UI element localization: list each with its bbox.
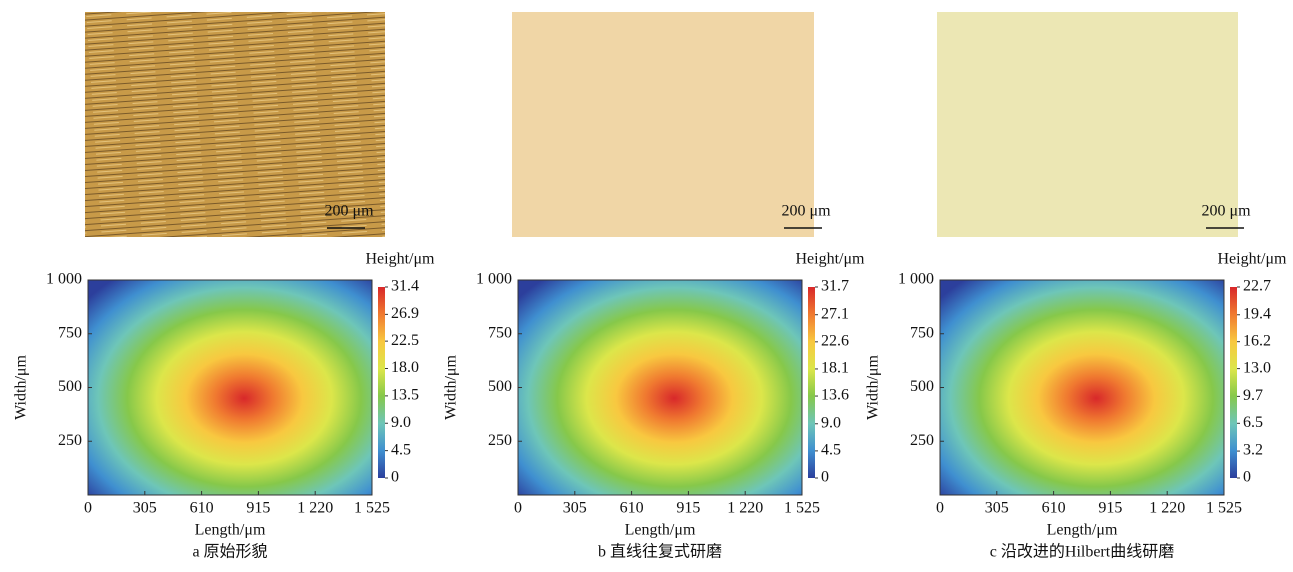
y-axis-label: Width/μm: [443, 355, 460, 420]
colorbar-label: Height/μm: [795, 251, 865, 268]
caption: b 直线往复式研磨: [598, 543, 722, 561]
colorbar-tick-label: 16.2: [1243, 332, 1271, 349]
y-tick-label: 500: [488, 378, 512, 395]
y-tick-label: 250: [488, 432, 512, 449]
y-tick-label: 750: [488, 324, 512, 341]
scale-bar-label: 200 μm: [324, 203, 374, 220]
colorbar-tick-label: 4.5: [821, 442, 841, 459]
x-tick-label: 915: [1098, 500, 1122, 517]
x-tick-label: 915: [246, 500, 270, 517]
x-tick-label: 1 525: [784, 500, 820, 517]
y-tick-label: 1 000: [46, 271, 82, 288]
colorbar-tick-label: 31.4: [391, 278, 419, 295]
x-tick-label: 305: [563, 500, 587, 517]
colorbar-tick-label: 6.5: [1243, 414, 1263, 431]
heatmap: [87, 279, 373, 496]
colorbar-tick-label: 22.7: [1243, 278, 1271, 295]
colorbar-tick-label: 22.6: [821, 333, 849, 350]
colorbar-tick-label: 13.0: [1243, 359, 1271, 376]
micrograph: [937, 12, 1238, 237]
colorbar-tick-label: 0: [821, 469, 829, 486]
micrograph: [512, 12, 814, 237]
colorbar-tick-label: 9.0: [391, 414, 411, 431]
x-tick-label: 1 220: [297, 500, 333, 517]
heatmap: [517, 279, 803, 496]
colorbar: [378, 287, 385, 478]
x-axis-label: Length/μm: [1047, 522, 1118, 539]
x-tick-label: 1 220: [1149, 500, 1185, 517]
x-tick-label: 1 525: [1206, 500, 1242, 517]
x-tick-label: 1 220: [727, 500, 763, 517]
x-tick-label: 305: [133, 500, 157, 517]
colorbar-tick-label: 0: [1243, 469, 1251, 486]
y-tick-label: 500: [910, 378, 934, 395]
y-tick-label: 1 000: [898, 271, 934, 288]
x-axis-label: Length/μm: [625, 522, 696, 539]
colorbar-tick-label: 18.0: [391, 359, 419, 376]
colorbar: [1230, 287, 1237, 478]
colorbar: [808, 287, 815, 478]
micrograph: [85, 12, 385, 237]
y-tick-label: 500: [58, 378, 82, 395]
y-axis-label: Width/μm: [865, 355, 882, 420]
colorbar-tick-label: 0: [391, 469, 399, 486]
colorbar-tick-label: 13.6: [821, 387, 849, 404]
colorbar-tick-label: 9.7: [1243, 387, 1263, 404]
scale-bar-label: 200 μm: [781, 203, 831, 220]
x-tick-label: 610: [1042, 500, 1066, 517]
y-tick-label: 250: [910, 432, 934, 449]
y-tick-label: 750: [58, 324, 82, 341]
x-tick-label: 1 525: [354, 500, 390, 517]
y-axis-label: Width/μm: [13, 355, 30, 420]
colorbar-tick-label: 19.4: [1243, 305, 1271, 322]
colorbar-tick-label: 31.7: [821, 278, 849, 295]
scale-bar-label: 200 μm: [1201, 203, 1251, 220]
x-tick-label: 0: [936, 500, 944, 517]
colorbar-label: Height/μm: [365, 251, 435, 268]
colorbar-tick-label: 27.1: [821, 305, 849, 322]
caption: c 沿改进的Hilbert曲线研磨: [990, 543, 1174, 561]
y-tick-label: 250: [58, 432, 82, 449]
colorbar-label: Height/μm: [1217, 251, 1287, 268]
colorbar-tick-label: 18.1: [821, 360, 849, 377]
y-tick-label: 1 000: [476, 271, 512, 288]
colorbar-tick-label: 13.5: [391, 387, 419, 404]
colorbar-tick-label: 4.5: [391, 441, 411, 458]
caption: a 原始形貌: [192, 543, 267, 561]
colorbar-tick-label: 3.2: [1243, 442, 1263, 459]
x-tick-label: 0: [84, 500, 92, 517]
x-tick-label: 0: [514, 500, 522, 517]
colorbar-tick-label: 26.9: [391, 305, 419, 322]
y-tick-label: 750: [910, 324, 934, 341]
x-tick-label: 610: [620, 500, 644, 517]
x-axis-label: Length/μm: [195, 522, 266, 539]
colorbar-tick-label: 22.5: [391, 332, 419, 349]
x-tick-label: 610: [190, 500, 214, 517]
x-tick-label: 305: [985, 500, 1009, 517]
heatmap: [939, 279, 1225, 496]
x-tick-label: 915: [676, 500, 700, 517]
colorbar-tick-label: 9.0: [821, 414, 841, 431]
